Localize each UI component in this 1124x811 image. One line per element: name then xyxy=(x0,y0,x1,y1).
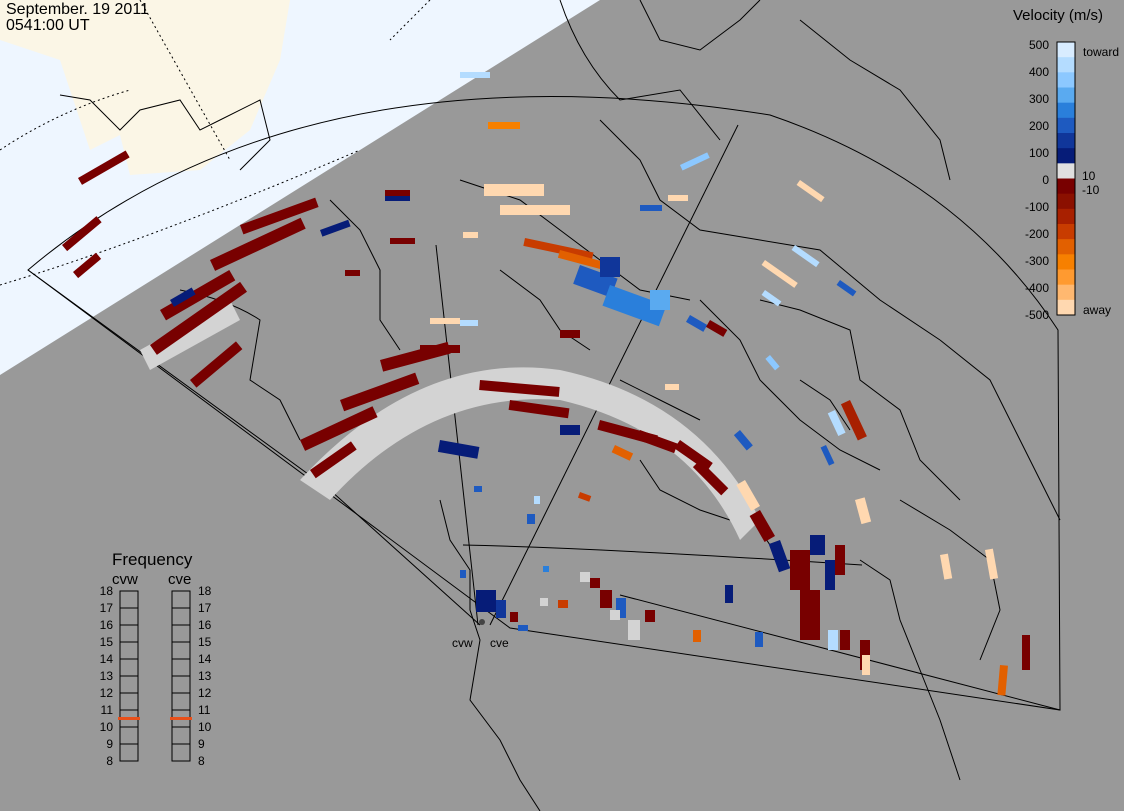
legend-color-segment xyxy=(1057,299,1075,316)
legend-tick-label: -500 xyxy=(1025,308,1049,322)
frequency-tick-label: 10 xyxy=(198,720,212,734)
radar-sites: cvw cve xyxy=(452,619,509,650)
lat-lon-grid xyxy=(0,0,431,286)
legend-tick-label: 200 xyxy=(1029,119,1049,133)
frequency-tick-label: 18 xyxy=(198,584,212,598)
frequency-tick-label: 9 xyxy=(198,737,205,751)
daylight-land xyxy=(0,0,290,175)
frequency-tick-label: 16 xyxy=(100,618,114,632)
frequency-tick-label: 14 xyxy=(100,652,114,666)
plot-date: September. 19 2011 xyxy=(6,1,149,18)
legend-color-segment xyxy=(1057,239,1075,255)
legend-color-segment xyxy=(1057,57,1075,73)
legend-color-segment xyxy=(1057,269,1075,286)
legend-tick-label: -300 xyxy=(1025,254,1049,268)
legend-color-segment xyxy=(1057,163,1075,179)
legend-toward-label: toward xyxy=(1083,45,1119,59)
frequency-tick-label: 11 xyxy=(101,703,114,717)
legend-color-segment xyxy=(1057,148,1075,164)
legend-tick-label: 0 xyxy=(1042,173,1049,187)
radar-label-cvw: cvw xyxy=(452,636,473,650)
legend-tick-labels: 500400300200100100-10-100-200-300-400-50… xyxy=(1025,38,1100,322)
legend-tick-label: -400 xyxy=(1025,281,1049,295)
legend-tick-label: -10 xyxy=(1082,183,1100,197)
frequency-label-cvw: cvw xyxy=(112,571,138,588)
frequency-tick-label: 17 xyxy=(198,601,212,615)
radar-label-cve: cve xyxy=(490,636,509,650)
legend-color-segment xyxy=(1057,87,1075,104)
frequency-tick-label: 14 xyxy=(198,652,212,666)
frequency-tick-label: 13 xyxy=(198,669,212,683)
frequency-tick-label: 16 xyxy=(198,618,212,632)
legend-color-segment xyxy=(1057,193,1075,210)
legend-tick-label: -100 xyxy=(1025,200,1049,214)
frequency-tick-label: 12 xyxy=(100,686,114,700)
legend-frame xyxy=(1056,41,1076,316)
legend-color-segment xyxy=(1057,254,1075,270)
velocity-echoes xyxy=(61,72,1030,696)
legend-color-segment xyxy=(1057,72,1075,88)
legend-tick-label: -200 xyxy=(1025,227,1049,241)
legend-title: Velocity (m/s) xyxy=(1013,7,1103,24)
frequency-title: Frequency xyxy=(112,550,193,569)
frequency-tick-label: 15 xyxy=(100,635,114,649)
frequency-tick-label: 12 xyxy=(198,686,212,700)
frequency-tick-label: 17 xyxy=(100,601,114,615)
legend-color-segment xyxy=(1057,42,1075,58)
ground-scatter xyxy=(140,300,760,540)
frequency-tick-label: 9 xyxy=(106,737,113,751)
legend-color-segment xyxy=(1057,102,1075,119)
legend-colorbar xyxy=(1057,42,1075,316)
legend-tick-label: 400 xyxy=(1029,65,1049,79)
legend-color-segment xyxy=(1057,224,1075,240)
legend-tick-label: 500 xyxy=(1029,38,1049,52)
legend-tick-label: 300 xyxy=(1029,92,1049,106)
legend-tick-label: 10 xyxy=(1082,169,1096,183)
velocity-legend: Velocity (m/s) 500400300200100100-10-100… xyxy=(1013,7,1119,322)
legend-color-segment xyxy=(1057,178,1075,195)
legend-color-segment xyxy=(1057,208,1075,225)
frequency-tick-label: 11 xyxy=(198,703,211,717)
frequency-label-cve: cve xyxy=(168,571,191,588)
legend-away-label: away xyxy=(1083,303,1111,317)
legend-color-segment xyxy=(1057,133,1075,149)
frequency-tick-label: 10 xyxy=(100,720,114,734)
legend-tick-label: 100 xyxy=(1029,146,1049,160)
frequency-tick-label: 13 xyxy=(100,669,114,683)
frequency-tick-label: 15 xyxy=(198,635,212,649)
plot-time: 0541:00 UT xyxy=(6,17,90,34)
frequency-tick-label: 18 xyxy=(100,584,114,598)
frequency-tick-label: 8 xyxy=(106,754,113,768)
radar-site-marker xyxy=(479,619,485,625)
legend-color-segment xyxy=(1057,117,1075,134)
frequency-tick-label: 8 xyxy=(198,754,205,768)
frequency-panel: Frequency cvw cve 1817161514131211109818… xyxy=(100,550,212,768)
frequency-scales: 18 17 16 15 14 13 12 11 10 9 8 18 17 16 15 14 13 12 11 10 9 8 xyxy=(100,584,212,768)
legend-color-segment xyxy=(1057,284,1075,301)
